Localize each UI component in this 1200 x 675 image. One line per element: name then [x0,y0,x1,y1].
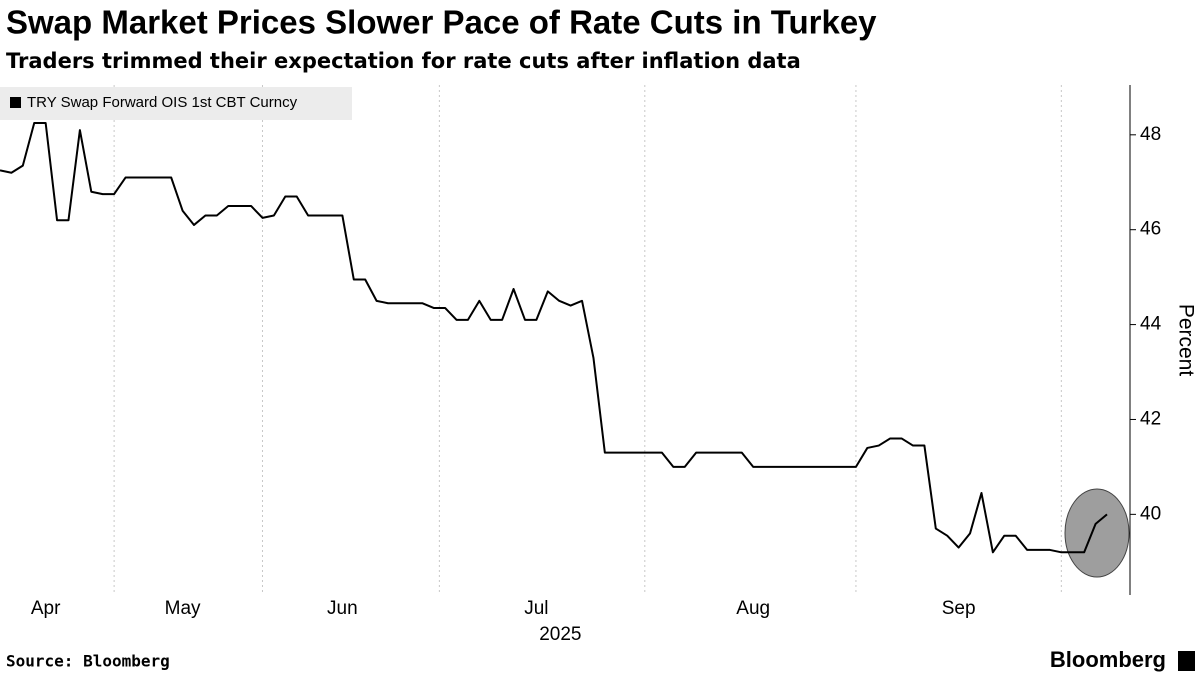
highlight-circle [1064,488,1130,578]
series-line [0,121,1108,554]
y-tick-label: 44 [1140,314,1162,335]
y-tick-label: 40 [1140,503,1161,524]
y-tick-label: 42 [1140,408,1161,429]
legend-swatch [10,97,21,108]
chart-subtitle: Traders trimmed their expectation for ra… [6,49,801,73]
x-tick-label: Jun [327,598,358,619]
x-tick-label: Aug [736,598,770,619]
legend-box [0,87,352,120]
y-tick-label: 48 [1140,124,1161,145]
brand-icon [1178,651,1195,671]
y-axis-label: Percent [1174,304,1197,377]
y-tick-label: 46 [1140,219,1161,240]
brand: Bloomberg [1050,647,1166,672]
legend-label: TRY Swap Forward OIS 1st CBT Curncy [27,94,298,111]
source: Source: Bloomberg [6,652,170,671]
x-tick-label: Jul [524,598,548,619]
chart-title: Swap Market Prices Slower Pace of Rate C… [6,4,877,41]
x-tick-label: Sep [942,598,976,619]
x-tick-label: Apr [31,598,61,619]
x-year-label: 2025 [539,624,581,645]
x-tick-label: May [165,598,201,619]
